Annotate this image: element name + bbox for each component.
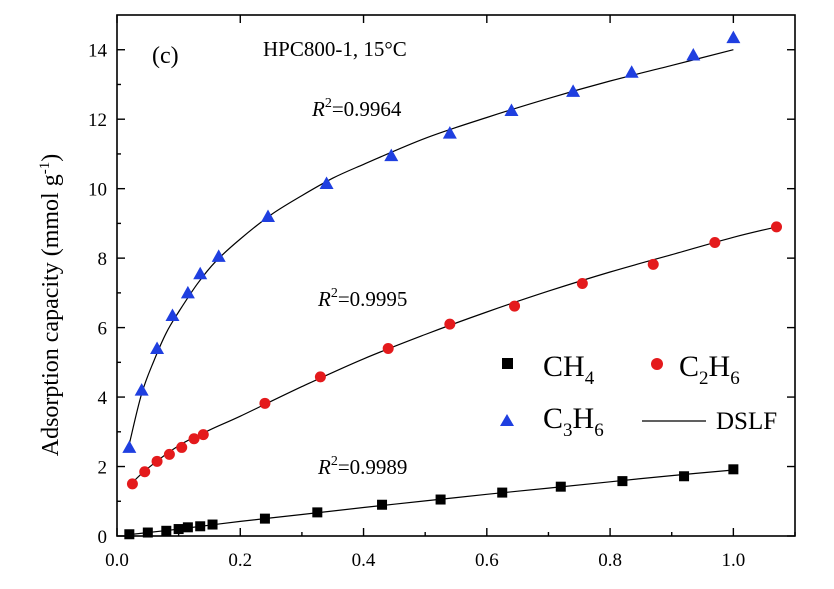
chart-title: HPC800-1, 15°C (263, 37, 407, 61)
data-point-c2h6 (382, 342, 394, 354)
dslf-fit-line-3 (128, 49, 734, 445)
data-point-c2h6 (163, 448, 175, 460)
data-point-c2h6 (259, 397, 271, 409)
y-tick-label: 12 (88, 110, 107, 131)
legend-label-dslf: DSLF (716, 408, 777, 435)
y-tick-label: 0 (98, 527, 108, 548)
legend-label-c3h6: C3H6 (543, 402, 604, 441)
y-tick-label: 8 (98, 249, 108, 270)
y-tick-label: 10 (88, 180, 107, 201)
data-point-ch4 (161, 525, 172, 536)
x-tick-label: 0.2 (228, 550, 252, 571)
axes: 0.0 0.2 0.4 0.6 0.8 1.0 0 2 4 6 8 10 12 14 (88, 14, 796, 571)
data-point-c2h6 (509, 300, 521, 312)
data-point-c3h6 (122, 440, 137, 453)
data-point-c2h6 (126, 478, 138, 490)
data-point-ch4 (142, 527, 153, 538)
data-point-c3h6 (726, 30, 741, 44)
data-point-ch4 (497, 487, 508, 498)
data-point-c2h6 (771, 221, 783, 233)
legend: CH4 C2H6 C3H6 DSLF (500, 350, 777, 441)
data-point-c3h6 (150, 341, 165, 354)
plot-frame (116, 14, 796, 537)
data-point-c2h6 (197, 429, 209, 441)
data-point-ch4 (555, 481, 566, 492)
r2-annotation-c3h6: R2=0.9964 (311, 96, 402, 121)
data-point-c3h6 (261, 209, 276, 222)
data-point-ch4 (679, 471, 690, 482)
data-point-c3h6 (211, 249, 226, 262)
y-tick-label: 6 (98, 319, 108, 340)
data-point-c2h6 (188, 433, 200, 445)
data-point-ch4 (182, 522, 193, 533)
legend-marker-c2h6 (651, 358, 663, 370)
data-point-c3h6 (180, 285, 195, 299)
data-point-c3h6 (686, 47, 701, 61)
data-point-ch4 (259, 513, 270, 524)
y-tick-label: 14 (88, 41, 108, 62)
data-point-c3h6 (193, 266, 208, 280)
x-tick-label: 0.6 (475, 550, 499, 571)
y-tick-label: 2 (98, 458, 108, 479)
data-point-ch4 (173, 524, 184, 535)
r2-annotation-ch4: R2=0.9989 (317, 454, 407, 479)
data-point-c3h6 (624, 65, 639, 78)
data-point-c3h6 (566, 84, 581, 97)
data-point-ch4 (207, 519, 218, 530)
data-point-ch4 (728, 464, 739, 475)
x-tick-label: 1.0 (721, 550, 745, 571)
data-point-c2h6 (151, 455, 163, 467)
data-point-ch4 (377, 499, 388, 510)
panel-label: (c) (152, 43, 179, 69)
data-point-ch4 (195, 521, 206, 532)
y-tick-label: 4 (98, 388, 108, 409)
data-point-c2h6 (709, 237, 721, 249)
data-point-c3h6 (384, 148, 399, 162)
legend-marker-c3h6 (500, 414, 514, 426)
x-tick-label: 0.4 (352, 550, 376, 571)
data-point-c2h6 (176, 441, 188, 453)
legend-label-c2h6: C2H6 (679, 350, 740, 389)
dslf-fit-line-1 (129, 469, 734, 536)
dslf-fit-line-2 (128, 226, 777, 487)
r2-annotation-c2h6: R2=0.9995 (317, 286, 407, 311)
legend-label-ch4: CH4 (543, 350, 595, 389)
data-point-ch4 (312, 507, 323, 518)
legend-marker-ch4 (502, 358, 513, 369)
data-point-ch4 (124, 529, 135, 540)
data-point-c3h6 (319, 176, 334, 189)
data-point-c2h6 (647, 258, 659, 270)
data-point-c3h6 (442, 126, 457, 139)
data-point-c2h6 (139, 466, 151, 478)
data-point-c2h6 (444, 318, 456, 330)
y-axis-label: Adsorption capacity (mmol g-1) (37, 154, 64, 456)
data-point-c2h6 (314, 371, 326, 383)
fit-lines (128, 49, 777, 536)
x-tick-label: 0.8 (598, 550, 622, 571)
x-tick-label: 0.0 (105, 550, 129, 571)
data-point-c3h6 (165, 308, 180, 321)
data-point-ch4 (435, 494, 446, 505)
data-point-c3h6 (504, 103, 519, 117)
data-point-ch4 (617, 476, 628, 487)
data-point-c3h6 (134, 383, 149, 396)
data-point-c2h6 (576, 277, 588, 289)
data-points (122, 30, 783, 540)
